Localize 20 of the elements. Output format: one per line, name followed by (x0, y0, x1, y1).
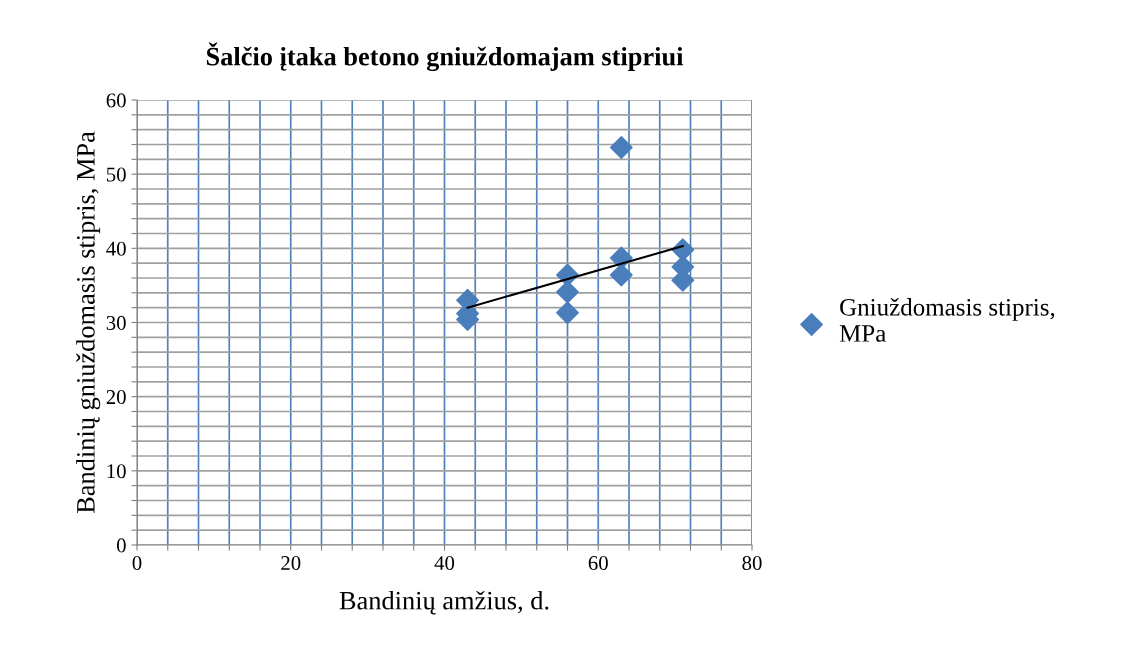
x-tick-label: 60 (588, 556, 608, 571)
x-tick-label: 80 (742, 556, 762, 571)
x-tick-label: 20 (281, 556, 301, 571)
y-tick-label: 60 (106, 93, 126, 108)
x-axis-title: Bandinių amžius, d. (339, 590, 549, 615)
y-tick-label: 10 (107, 464, 126, 479)
y-tick-label: 40 (106, 241, 126, 256)
chart-title: Šalčio įtaka betono gniuždomajam stipriui (206, 42, 684, 72)
y-tick-label: 30 (106, 315, 126, 330)
y-tick-label: 20 (106, 390, 126, 405)
legend-label: Gniuždomasis stipris, MPa (839, 298, 1055, 342)
point (609, 263, 633, 287)
y-tick-label: 50 (106, 167, 126, 182)
point (609, 136, 633, 159)
point (556, 301, 579, 325)
x-tick-label: 0 (132, 556, 142, 571)
x-tick-label: 40 (434, 556, 455, 571)
y-axis-title: Bandinių gniuždomasis stipris, MPa (76, 131, 101, 514)
point (556, 280, 579, 304)
y-tick-label: 0 (116, 538, 126, 553)
